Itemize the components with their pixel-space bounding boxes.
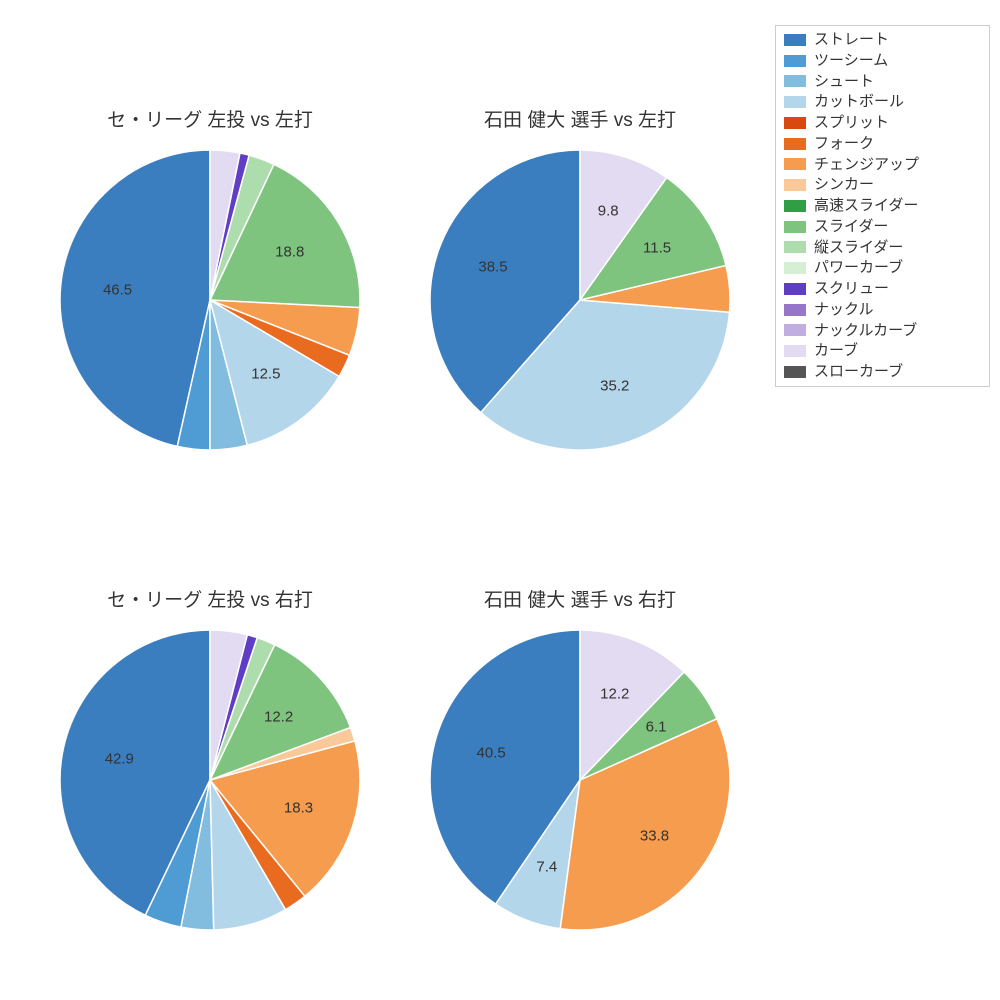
pie-slice-label: 35.2	[600, 378, 629, 395]
pie-svg	[60, 150, 360, 450]
legend-swatch	[784, 366, 806, 378]
legend-item: スローカーブ	[784, 364, 981, 380]
legend-item: シュート	[784, 74, 981, 90]
pie-svg	[430, 630, 730, 930]
pie-slice-label: 38.5	[478, 259, 507, 276]
legend: ストレートツーシームシュートカットボールスプリットフォークチェンジアップシンカー…	[775, 25, 990, 387]
legend-swatch	[784, 345, 806, 357]
legend-item: シンカー	[784, 177, 981, 193]
pie-slice-label: 12.2	[600, 685, 629, 702]
legend-swatch	[784, 96, 806, 108]
pie-title: 石田 健大 選手 vs 左打	[420, 105, 740, 132]
legend-label: カーブ	[814, 343, 858, 359]
legend-label: スクリュー	[814, 281, 889, 297]
pie-chart: 38.5 35.2 11.5 9.8	[430, 150, 730, 450]
legend-item: スクリュー	[784, 281, 981, 297]
legend-item: ナックルカーブ	[784, 323, 981, 339]
legend-item: スプリット	[784, 115, 981, 131]
legend-item: パワーカーブ	[784, 260, 981, 276]
legend-swatch	[784, 200, 806, 212]
pie-title: 石田 健大 選手 vs 右打	[420, 585, 740, 612]
legend-swatch	[784, 241, 806, 253]
pie-svg	[60, 630, 360, 930]
legend-swatch	[784, 262, 806, 274]
chart-stage: ストレートツーシームシュートカットボールスプリットフォークチェンジアップシンカー…	[0, 0, 1000, 1000]
legend-item: ナックル	[784, 302, 981, 318]
legend-item: ストレート	[784, 32, 981, 48]
legend-item: フォーク	[784, 136, 981, 152]
legend-label: シンカー	[814, 177, 874, 193]
pie-slice-label: 18.8	[275, 244, 304, 261]
pie-slice-label: 46.5	[103, 281, 132, 298]
legend-swatch	[784, 221, 806, 233]
legend-item: カーブ	[784, 343, 981, 359]
legend-item: カットボール	[784, 94, 981, 110]
pie-chart: 42.9 18.3 12.2	[60, 630, 360, 930]
legend-swatch	[784, 324, 806, 336]
pie-slice-label: 18.3	[284, 800, 313, 817]
legend-item: 高速スライダー	[784, 198, 981, 214]
pie-slice-label: 12.2	[264, 709, 293, 726]
legend-swatch	[784, 55, 806, 67]
pie-title: セ・リーグ 左投 vs 右打	[50, 585, 370, 612]
legend-label: 縦スライダー	[814, 240, 903, 256]
legend-swatch	[784, 179, 806, 191]
legend-label: 高速スライダー	[814, 198, 918, 214]
legend-label: ナックル	[814, 302, 874, 318]
legend-swatch	[784, 75, 806, 87]
legend-swatch	[784, 304, 806, 316]
legend-item: チェンジアップ	[784, 157, 981, 173]
legend-item: ツーシーム	[784, 53, 981, 69]
legend-label: ツーシーム	[814, 53, 888, 69]
pie-slice-label: 12.5	[251, 366, 280, 383]
pie-slice-label: 42.9	[105, 751, 134, 768]
legend-label: ナックルカーブ	[814, 323, 917, 339]
legend-label: ストレート	[814, 32, 889, 48]
pie-slice-label: 33.8	[640, 827, 669, 844]
legend-label: シュート	[814, 74, 874, 90]
pie-svg	[430, 150, 730, 450]
legend-label: スライダー	[814, 219, 888, 235]
legend-item: 縦スライダー	[784, 240, 981, 256]
legend-swatch	[784, 283, 806, 295]
pie-slice-label: 6.1	[646, 718, 667, 735]
legend-swatch	[784, 158, 806, 170]
pie-slice-label: 11.5	[643, 239, 671, 256]
pie-slice-label: 9.8	[598, 203, 619, 220]
legend-swatch	[784, 117, 806, 129]
legend-label: パワーカーブ	[814, 260, 903, 276]
legend-label: スプリット	[814, 115, 889, 131]
legend-label: チェンジアップ	[814, 157, 919, 173]
legend-label: カットボール	[814, 94, 904, 110]
legend-label: スローカーブ	[814, 364, 903, 380]
legend-label: フォーク	[814, 136, 874, 152]
legend-item: スライダー	[784, 219, 981, 235]
legend-swatch	[784, 34, 806, 46]
pie-chart: 46.5 12.5 18.8	[60, 150, 360, 450]
legend-swatch	[784, 138, 806, 150]
pie-slice-label: 7.4	[536, 858, 557, 875]
pie-chart: 40.5 7.4 33.8 6.1 12.2	[430, 630, 730, 930]
pie-slice-label: 40.5	[477, 744, 506, 761]
pie-title: セ・リーグ 左投 vs 左打	[50, 105, 370, 132]
